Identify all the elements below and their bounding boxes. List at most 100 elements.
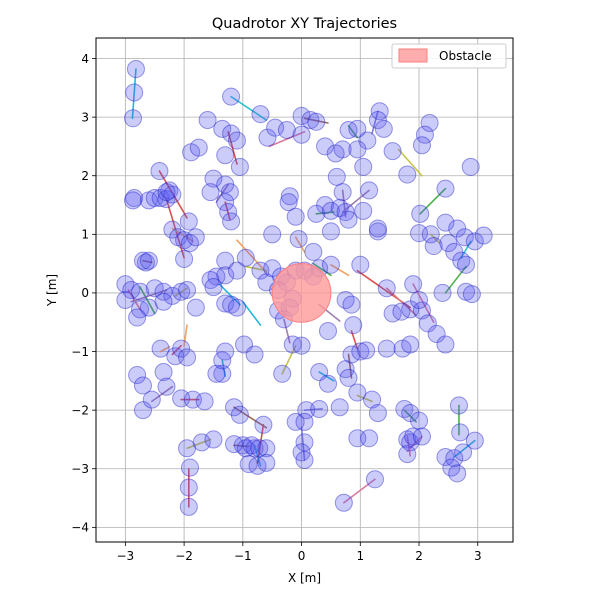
trajectory-segment <box>429 233 441 244</box>
x-tick-label: 1 <box>356 549 364 563</box>
trajectory-point <box>182 143 201 162</box>
trajectory-point <box>442 458 461 477</box>
trajectory-point <box>242 436 261 455</box>
trajectory-point <box>336 360 355 379</box>
trajectory-point <box>131 282 150 301</box>
trajectory-point <box>116 290 135 309</box>
trajectory-point <box>348 383 367 402</box>
trajectory-point <box>454 443 473 462</box>
trajectory-point <box>123 191 143 210</box>
trajectory-point <box>216 175 235 194</box>
trajectory-point <box>175 249 194 268</box>
trajectory-point <box>225 398 244 417</box>
trajectory-point <box>151 339 170 358</box>
trajectory-point <box>334 493 353 512</box>
trajectory-point <box>401 300 420 319</box>
trajectory-point <box>245 345 264 364</box>
trajectory-point <box>398 430 417 449</box>
trajectory-point <box>392 302 411 321</box>
trajectory-segment <box>215 183 229 203</box>
plot-frame <box>95 37 514 543</box>
trajectory-point <box>368 404 387 423</box>
trajectory-segment <box>183 324 188 347</box>
obstacle-circle <box>271 263 332 323</box>
y-tick-label: −1 <box>71 345 89 359</box>
trajectory-segment <box>406 435 412 457</box>
trajectory-point <box>321 255 340 274</box>
trajectory-point <box>368 219 387 238</box>
trajectory-point <box>445 242 464 261</box>
trajectory-point <box>424 237 443 256</box>
trajectory-point <box>433 283 452 302</box>
trajectory-point <box>189 138 208 157</box>
trajectory-point <box>125 83 144 102</box>
trajectory-point <box>304 242 323 261</box>
trajectory-point <box>175 231 194 250</box>
trajectory-point <box>342 295 361 314</box>
trajectory-point <box>474 226 493 245</box>
trajectory-point <box>344 316 363 335</box>
trajectory-point <box>339 210 358 229</box>
trajectory-point <box>222 124 241 143</box>
trajectory-point <box>436 179 455 198</box>
trajectory-point <box>410 224 429 243</box>
trajectory-point <box>333 140 352 159</box>
y-tick-label: −3 <box>71 462 89 476</box>
trajectory-point <box>136 253 155 272</box>
trajectory-point <box>451 423 470 442</box>
trajectory-point <box>236 439 255 458</box>
trajectory-segment <box>283 318 291 344</box>
trajectory-point <box>157 190 176 209</box>
trajectory-point <box>351 255 370 274</box>
trajectory-point <box>292 125 311 144</box>
trajectory-point <box>316 196 335 215</box>
trajectory-point <box>374 119 393 138</box>
trajectory-point <box>398 165 417 184</box>
trajectory-point <box>116 275 135 294</box>
trajectory-segment <box>371 110 379 135</box>
trajectory-point <box>251 261 270 280</box>
trajectory-point <box>230 157 249 176</box>
trajectory-point <box>357 341 376 360</box>
trajectory-point <box>456 282 476 301</box>
trajectory-segment <box>419 187 447 215</box>
trajectory-segment <box>130 289 168 303</box>
trajectory-point <box>277 120 296 140</box>
trajectory-point <box>198 111 217 130</box>
trajectory-point <box>316 137 335 156</box>
trajectory-point <box>257 453 276 472</box>
trajectory-point <box>154 363 173 382</box>
trajectory-point <box>128 308 147 327</box>
trajectory-point <box>179 478 198 497</box>
trajectory-point <box>461 157 480 176</box>
trajectory-point <box>216 342 235 361</box>
trajectory-point <box>204 169 223 188</box>
trajectory-point <box>318 322 338 341</box>
trajectory-point <box>321 201 340 220</box>
trajectory-point <box>227 298 246 317</box>
trajectory-segment <box>453 439 476 458</box>
trajectory-point <box>166 347 185 366</box>
x-tick-label: 2 <box>415 549 423 563</box>
trajectory-point <box>222 87 241 106</box>
trajectory-segment <box>165 198 185 259</box>
trajectory-segment <box>312 262 332 277</box>
x-tick-label: 3 <box>474 549 482 563</box>
trajectory-point <box>326 144 345 163</box>
trajectory-segment <box>460 240 472 259</box>
trajectory-point <box>133 376 153 395</box>
trajectory-segment <box>347 125 359 139</box>
trajectory-point <box>354 157 373 176</box>
trajectory-point <box>273 364 292 383</box>
trajectory-point <box>310 399 329 418</box>
trajectory-point <box>213 119 232 138</box>
trajectory-point <box>436 335 455 354</box>
trajectory-segment <box>171 344 182 356</box>
trajectory-point <box>370 102 389 121</box>
trajectory-point <box>201 183 220 202</box>
trajectory-point <box>420 113 439 132</box>
trajectory-segment <box>127 289 141 311</box>
trajectory-point <box>216 193 235 212</box>
trajectory-point <box>239 455 258 474</box>
